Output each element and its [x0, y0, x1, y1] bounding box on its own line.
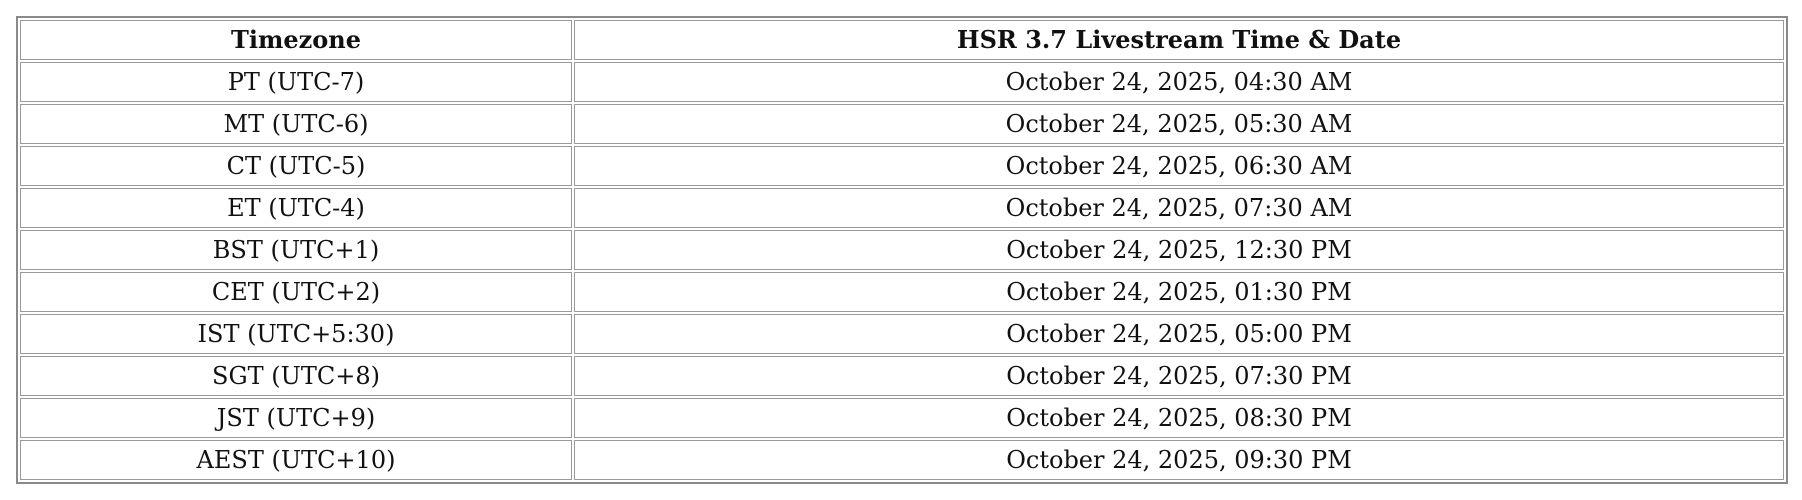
timezone-cell: ET (UTC-4)	[20, 188, 572, 228]
table-row: IST (UTC+5:30) October 24, 2025, 05:00 PM	[20, 314, 1784, 354]
timezone-cell: BST (UTC+1)	[20, 230, 572, 270]
timezone-cell: PT (UTC-7)	[20, 62, 572, 102]
datetime-cell: October 24, 2025, 05:30 AM	[574, 104, 1784, 144]
timezone-cell: JST (UTC+9)	[20, 398, 572, 438]
table-row: CT (UTC-5) October 24, 2025, 06:30 AM	[20, 146, 1784, 186]
datetime-cell: October 24, 2025, 04:30 AM	[574, 62, 1784, 102]
table-row: AEST (UTC+10) October 24, 2025, 09:30 PM	[20, 440, 1784, 480]
timezone-cell: SGT (UTC+8)	[20, 356, 572, 396]
datetime-cell: October 24, 2025, 07:30 PM	[574, 356, 1784, 396]
header-cell: HSR 3.7 Livestream Time & Date	[574, 20, 1784, 60]
header-row: Timezone HSR 3.7 Livestream Time & Date	[20, 20, 1784, 60]
datetime-cell: October 24, 2025, 05:00 PM	[574, 314, 1784, 354]
table-row: SGT (UTC+8) October 24, 2025, 07:30 PM	[20, 356, 1784, 396]
datetime-cell: October 24, 2025, 06:30 AM	[574, 146, 1784, 186]
table-row: PT (UTC-7) October 24, 2025, 04:30 AM	[20, 62, 1784, 102]
table-row: ET (UTC-4) October 24, 2025, 07:30 AM	[20, 188, 1784, 228]
timezone-cell: AEST (UTC+10)	[20, 440, 572, 480]
timezone-cell: MT (UTC-6)	[20, 104, 572, 144]
datetime-cell: October 24, 2025, 09:30 PM	[574, 440, 1784, 480]
timezone-table: Timezone HSR 3.7 Livestream Time & Date P…	[16, 16, 1788, 484]
header-cell: Timezone	[20, 20, 572, 60]
datetime-cell: October 24, 2025, 01:30 PM	[574, 272, 1784, 312]
timezone-cell: CT (UTC-5)	[20, 146, 572, 186]
table-row: BST (UTC+1) October 24, 2025, 12:30 PM	[20, 230, 1784, 270]
timezone-cell: CET (UTC+2)	[20, 272, 572, 312]
datetime-cell: October 24, 2025, 08:30 PM	[574, 398, 1784, 438]
table-row: JST (UTC+9) October 24, 2025, 08:30 PM	[20, 398, 1784, 438]
table-container: Timezone HSR 3.7 Livestream Time & Date P…	[16, 16, 1788, 484]
datetime-cell: October 24, 2025, 07:30 AM	[574, 188, 1784, 228]
table-body: PT (UTC-7) October 24, 2025, 04:30 AM MT (…	[20, 62, 1784, 480]
table-row: CET (UTC+2) October 24, 2025, 01:30 PM	[20, 272, 1784, 312]
timezone-cell: IST (UTC+5:30)	[20, 314, 572, 354]
table-row: MT (UTC-6) October 24, 2025, 05:30 AM	[20, 104, 1784, 144]
datetime-cell: October 24, 2025, 12:30 PM	[574, 230, 1784, 270]
